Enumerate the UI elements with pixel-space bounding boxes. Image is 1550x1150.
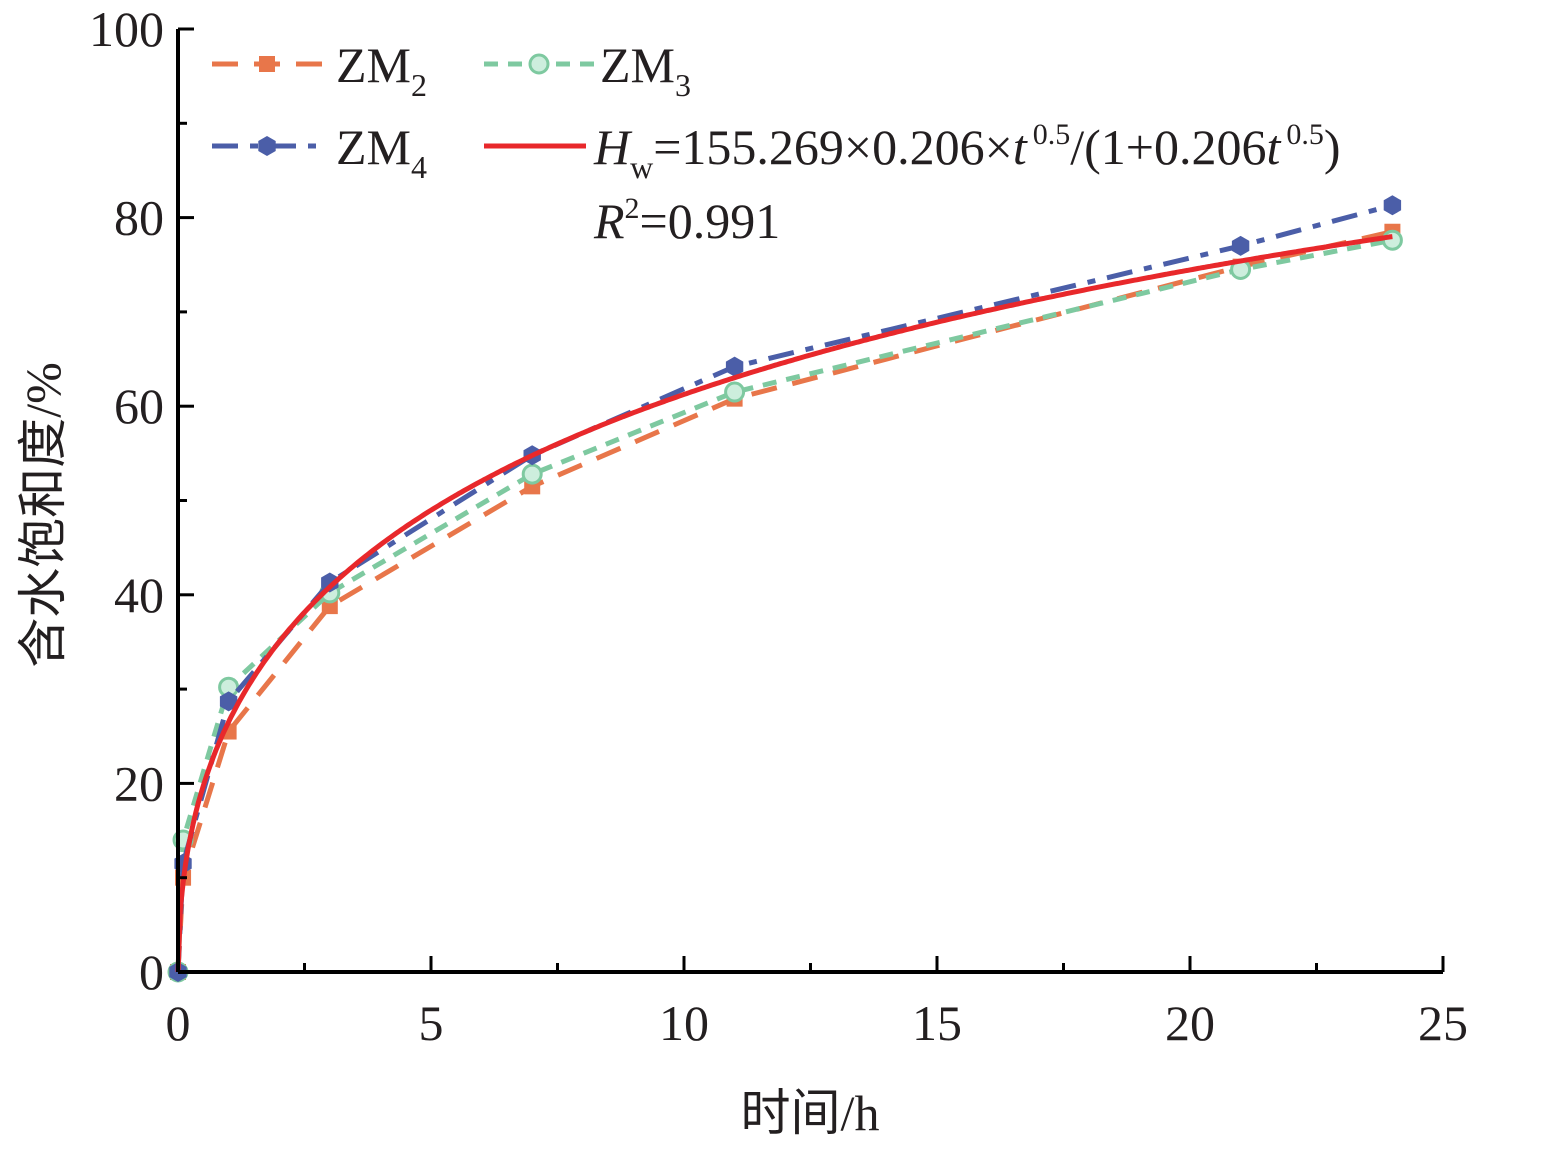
legend-entry-zm3: ZM3 [484,37,691,103]
data-point-zm3 [724,381,746,403]
plot-layer [167,195,1403,983]
legend-label-zm2: ZM2 [336,37,427,103]
x-axis-title: 时间/h [741,1085,880,1141]
legend-label-zm4: ZM4 [336,119,427,185]
y-tick-label: 80 [114,190,164,246]
legend: ZM2 ZM3 ZM4 Hw=155.269×0.206×t 0.5/(1+0.2… [212,37,1341,249]
y-tick-label: 40 [114,567,164,623]
data-point-zm4 [219,691,238,712]
data-point-zm4 [1231,235,1250,256]
y-tick-label: 0 [139,944,164,1000]
series-zm3 [167,229,1403,983]
x-tick-label: 20 [1165,995,1215,1051]
y-tick-label: 20 [114,755,164,811]
legend-marker-zm4 [258,136,276,156]
data-point-zm3 [1381,229,1403,251]
x-tick-label: 25 [1418,995,1468,1051]
legend-marker-zm2 [259,56,275,72]
y-axis-title: 含水饱和度/% [15,362,71,668]
axes-layer: 0 5 10 15 20 25 0 20 40 60 80 100 [89,1,1468,1051]
legend-entry-fit: Hw=155.269×0.206×t 0.5/(1+0.206t 0.5) R2=0… [484,118,1341,249]
series-zm4 [169,195,1402,982]
x-tick-label: 10 [659,995,709,1051]
legend-entry-zm4: ZM4 [212,119,427,185]
data-point-zm4 [321,572,339,593]
x-tick-label: 5 [419,995,444,1051]
data-point-zm3 [521,463,543,485]
fit-curve [175,234,1393,973]
series-line-zm3 [175,237,1393,973]
data-point-zm4 [1383,195,1402,216]
legend-entry-zm2: ZM2 [212,37,427,103]
y-tick-label: 60 [114,378,164,434]
y-tick-label: 100 [89,1,164,57]
data-point-zm4 [725,356,744,377]
legend-line-zm3 [484,53,594,75]
series-line-zm2 [175,229,1393,973]
series-zm2 [170,223,1401,980]
legend-line-zm4 [212,136,322,156]
legend-label-zm3: ZM3 [600,37,691,103]
legend-line-zm2 [212,56,322,72]
x-tick-label: 15 [912,995,962,1051]
r-squared: R2=0.991 [593,192,780,249]
fit-equation: Hw=155.269×0.206×t 0.5/(1+0.206t 0.5) [593,118,1341,185]
x-tick-label: 0 [166,995,191,1051]
legend-marker-zm3 [528,53,550,75]
